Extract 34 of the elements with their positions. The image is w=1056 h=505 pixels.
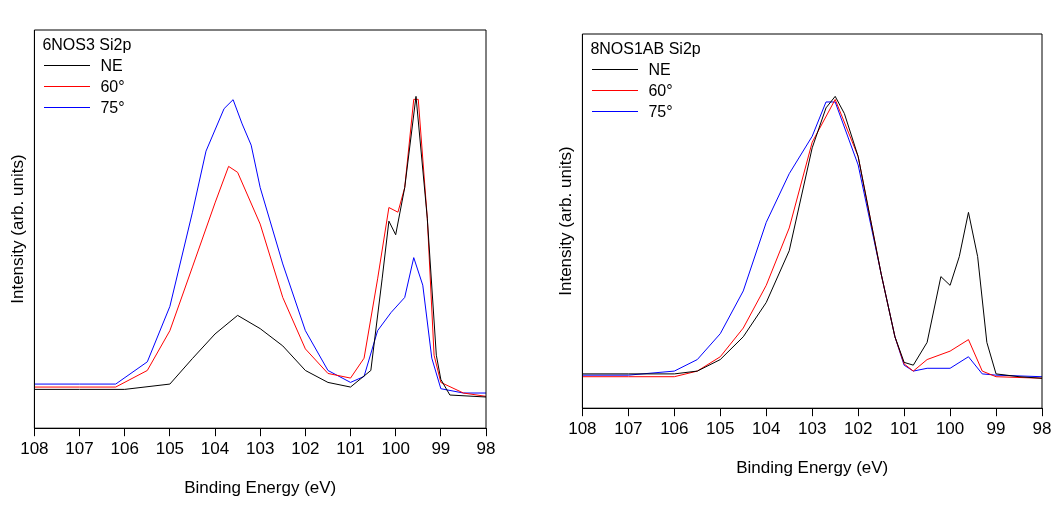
x-tick-label: 100 (381, 439, 410, 459)
y-axis-title: Intensity (arb. units) (555, 146, 575, 296)
legend-label: 60° (648, 81, 673, 101)
x-tick-label: 101 (889, 419, 919, 439)
x-tick-label: 108 (568, 419, 597, 439)
x-tick-label: 104 (200, 439, 230, 459)
y-axis-title: Intensity (arb. units) (7, 154, 27, 304)
x-tick-label: 103 (798, 419, 827, 439)
x-tick-label: 103 (246, 439, 275, 459)
legend-label: NE (648, 60, 671, 80)
x-tick-label: 98 (476, 439, 496, 459)
x-tick-label: 102 (291, 439, 320, 459)
legend-label: 75° (648, 102, 673, 122)
x-tick-label: 100 (935, 419, 965, 439)
legend-label: 60° (100, 77, 125, 97)
legend-label: 75° (100, 98, 125, 118)
x-tick-label: 106 (660, 419, 689, 439)
x-tick-label: 108 (20, 439, 49, 459)
x-tick-label: 99 (986, 419, 1006, 439)
x-tick-label: 104 (752, 419, 781, 439)
x-tick-label: 107 (65, 439, 94, 459)
legend-label: NE (100, 56, 123, 76)
legend-title: 6NOS3 Si2p (42, 35, 132, 55)
x-tick-label: 105 (706, 419, 735, 439)
x-tick-label: 105 (155, 439, 185, 459)
x-tick-label: 102 (843, 419, 873, 439)
legend-title: 8NOS1AB Si2p (590, 39, 701, 59)
x-axis-title: Binding Energy (eV) (184, 478, 337, 498)
x-tick-label: 107 (614, 419, 643, 439)
x-tick-label: 99 (431, 439, 451, 459)
x-tick-label: 106 (110, 439, 139, 459)
x-tick-label: 98 (1032, 419, 1052, 439)
x-tick-label: 101 (336, 439, 365, 459)
x-axis-title: Binding Energy (eV) (736, 458, 889, 478)
